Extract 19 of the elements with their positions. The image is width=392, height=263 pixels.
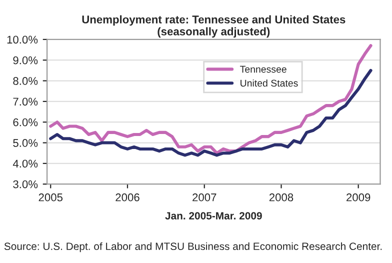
line-series: [49, 44, 372, 155]
x-tick-label: 2005: [38, 193, 63, 202]
x-tick-label: 2008: [269, 193, 294, 202]
chart-title: Unemployment rate: Tennessee and United States (seasonally adjusted): [82, 15, 346, 38]
y-tick-label: 9.0%: [13, 56, 38, 64]
y-tick-label: 3.0%: [13, 180, 38, 188]
y-tick-label: 8.0%: [13, 77, 38, 85]
source-note: Source: U.S. Dept. of Labor and MTSU Business and Economic Research Center.: [4, 242, 382, 252]
x-tick-label: 2006: [116, 193, 140, 202]
y-tick-label: 5.0%: [13, 139, 38, 147]
x-tick-label: 2007: [192, 193, 216, 202]
y-tick-label: 6.0%: [13, 118, 38, 126]
x-tick-label: 2009: [346, 193, 370, 202]
legend-label: Tennessee: [240, 66, 286, 73]
y-tick-label: 10.0%: [7, 36, 38, 44]
y-tick-label: 4.0%: [12, 160, 38, 168]
y-tick-label: 7.0%: [13, 98, 38, 106]
x-axis-title: Jan. 2005-Mar. 2009: [165, 212, 262, 220]
legend-label: United States: [240, 79, 298, 87]
